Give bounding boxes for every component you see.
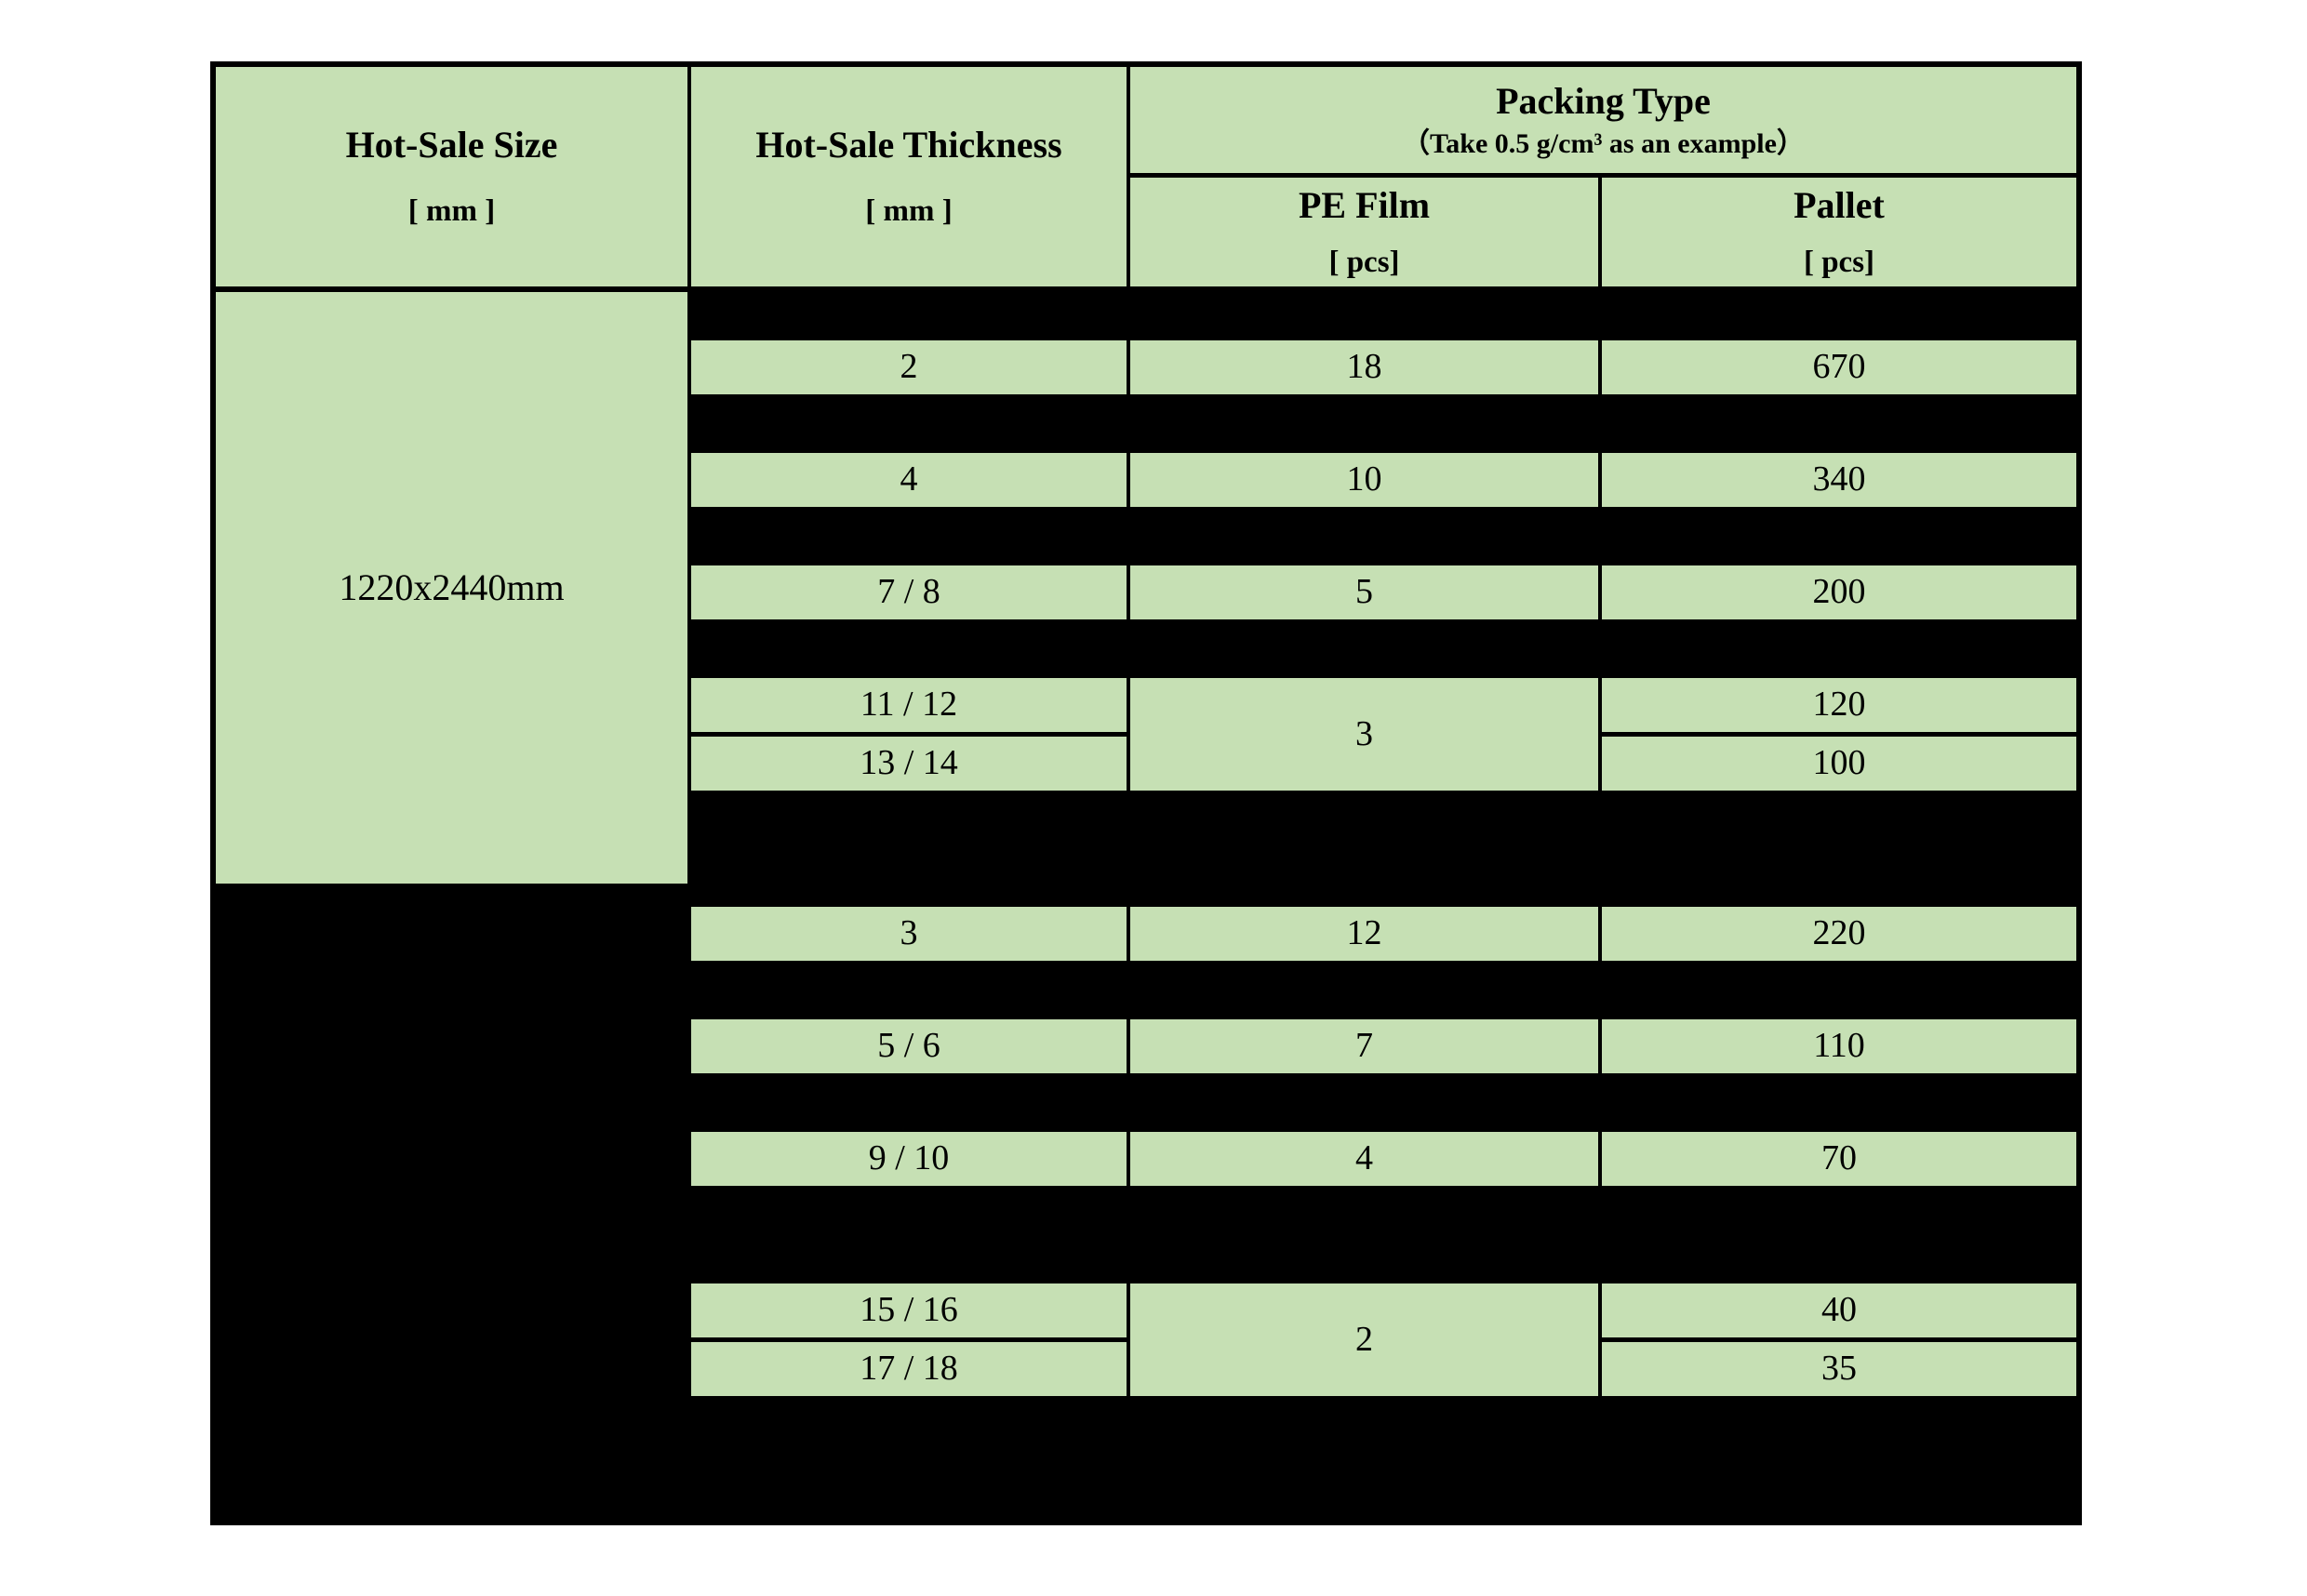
cell-size-group-1: 1220x2440mm [216,292,687,884]
cell-thickness: 3 [691,907,1127,961]
cell-pallet: 70 [1602,1132,2076,1186]
pallet-value: 70 [1821,1138,1857,1178]
cell-thickness: 9 / 10 [691,1132,1127,1186]
cell-thickness: 17 / 18 [691,1342,1127,1396]
packing-type-label: Packing Type [1496,79,1711,122]
packing-spec-table: Hot-Sale Size [ mm ] Hot-Sale Thickness … [210,61,2082,1525]
thickness-value: 15 / 16 [860,1290,958,1330]
pallet-value: 340 [1812,459,1866,499]
header-pe-film: PE Film [ pcs] [1130,178,1598,286]
cell-thickness: 15 / 16 [691,1283,1127,1337]
cell-pallet: 40 [1602,1283,2076,1337]
pe-film-value: 4 [1355,1138,1373,1178]
packing-type-note: （Take 0.5 g/cm³ as an example） [1402,127,1805,159]
hot-sale-size-unit: [ mm ] [407,194,496,229]
pe-film-value: 18 [1346,347,1382,387]
cell-thickness: 4 [691,453,1127,507]
cell-pe-film: 12 [1130,907,1598,961]
cell-pe-film: 18 [1130,340,1598,394]
cell-thickness: 7 / 8 [691,565,1127,619]
cell-pe-film-merged: 3 [1130,678,1598,791]
cell-pallet: 220 [1602,907,2076,961]
pallet-value: 110 [1813,1026,1865,1066]
thickness-value: 17 / 18 [860,1349,958,1389]
pe-film-unit: [ pcs] [1328,245,1400,279]
pe-film-value: 5 [1355,572,1373,612]
thickness-value: 2 [900,347,918,387]
pe-film-value: 12 [1346,913,1382,953]
pallet-label: Pallet [1794,183,1885,226]
pe-film-value: 10 [1346,459,1382,499]
cell-pe-film: 10 [1130,453,1598,507]
pallet-value: 220 [1812,913,1866,953]
cell-pe-film: 7 [1130,1019,1598,1073]
cell-pallet: 120 [1602,678,2076,732]
thickness-value: 11 / 12 [860,685,958,725]
hot-sale-thickness-label: Hot-Sale Thickness [755,124,1062,166]
cell-pe-film: 4 [1130,1132,1598,1186]
thickness-value: 3 [900,913,918,953]
thickness-value: 13 / 14 [860,743,958,783]
pallet-value: 100 [1812,743,1866,783]
pallet-unit: [ pcs] [1803,245,1875,279]
hot-sale-size-label: Hot-Sale Size [345,124,558,166]
header-packing-type: Packing Type （Take 0.5 g/cm³ as an examp… [1130,67,2076,173]
cell-pallet: 340 [1602,453,2076,507]
cell-pe-film: 5 [1130,565,1598,619]
thickness-value: 5 / 6 [877,1026,940,1066]
cell-pallet: 100 [1602,737,2076,791]
thickness-value: 4 [900,459,918,499]
header-pallet: Pallet [ pcs] [1602,178,2076,286]
cell-size-group-2-redacted [216,889,687,1520]
cell-pe-film-merged: 2 [1130,1283,1598,1396]
pallet-value: 120 [1812,685,1866,725]
pallet-value: 200 [1812,572,1866,612]
cell-pallet: 110 [1602,1019,2076,1073]
pe-film-label: PE Film [1298,183,1431,226]
header-hot-sale-thickness: Hot-Sale Thickness [ mm ] [691,67,1127,286]
cell-pallet: 200 [1602,565,2076,619]
pe-film-value: 2 [1355,1319,1373,1359]
pallet-value: 670 [1812,347,1866,387]
pallet-value: 40 [1821,1290,1857,1330]
thickness-value: 7 / 8 [877,572,940,612]
cell-thickness: 5 / 6 [691,1019,1127,1073]
pe-film-value: 3 [1355,713,1373,753]
thickness-value: 9 / 10 [868,1138,950,1178]
pallet-value: 35 [1821,1349,1857,1389]
cell-thickness: 11 / 12 [691,678,1127,732]
header-hot-sale-size: Hot-Sale Size [ mm ] [216,67,687,286]
cell-thickness: 13 / 14 [691,737,1127,791]
hot-sale-thickness-unit: [ mm ] [865,194,953,229]
cell-pallet: 670 [1602,340,2076,394]
size-group-1-value: 1220x2440mm [339,566,565,608]
cell-pallet: 35 [1602,1342,2076,1396]
pe-film-value: 7 [1355,1026,1373,1066]
cell-thickness: 2 [691,340,1127,394]
